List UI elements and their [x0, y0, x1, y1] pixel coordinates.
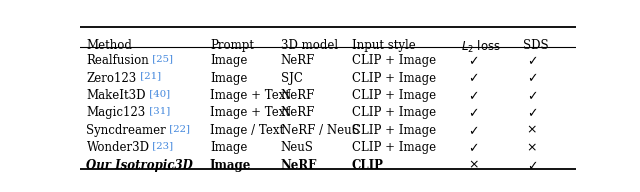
Text: $\checkmark$: $\checkmark$ — [468, 54, 479, 67]
Text: Wonder3D: Wonder3D — [86, 141, 150, 154]
Text: $\checkmark$: $\checkmark$ — [468, 124, 479, 137]
Text: CLIP + Image: CLIP + Image — [352, 141, 436, 154]
Text: $\times$: $\times$ — [527, 141, 537, 154]
Text: Our Isotropic3D: Our Isotropic3D — [86, 159, 193, 172]
Text: $\checkmark$: $\checkmark$ — [527, 89, 537, 102]
Text: CLIP + Image: CLIP + Image — [352, 72, 436, 84]
Text: [25]: [25] — [149, 54, 173, 63]
Text: Image / Text: Image / Text — [210, 124, 284, 137]
Text: SJC: SJC — [281, 72, 303, 84]
Text: [22]: [22] — [166, 124, 190, 133]
Text: Image + Text: Image + Text — [210, 106, 290, 119]
Text: CLIP: CLIP — [352, 159, 384, 172]
Text: $\checkmark$: $\checkmark$ — [468, 72, 479, 84]
Text: NeRF: NeRF — [281, 106, 316, 119]
Text: CLIP + Image: CLIP + Image — [352, 54, 436, 67]
Text: $\checkmark$: $\checkmark$ — [527, 72, 537, 84]
Text: CLIP + Image: CLIP + Image — [352, 106, 436, 119]
Text: SDS: SDS — [523, 39, 548, 52]
Text: [31]: [31] — [146, 106, 170, 115]
Text: $\checkmark$: $\checkmark$ — [527, 54, 537, 67]
Text: $\checkmark$: $\checkmark$ — [527, 106, 537, 119]
Text: NeRF: NeRF — [281, 89, 316, 102]
Text: $\checkmark$: $\checkmark$ — [468, 141, 479, 154]
Text: NeuS: NeuS — [281, 141, 314, 154]
Text: Method: Method — [86, 39, 132, 52]
Text: Prompt: Prompt — [210, 39, 254, 52]
Text: Realfusion: Realfusion — [86, 54, 149, 67]
Text: $\checkmark$: $\checkmark$ — [527, 159, 537, 172]
Text: Image: Image — [210, 159, 252, 172]
Text: Image: Image — [210, 72, 247, 84]
Text: CLIP + Image: CLIP + Image — [352, 124, 436, 137]
Text: NeRF: NeRF — [281, 54, 316, 67]
Text: CLIP + Image: CLIP + Image — [352, 89, 436, 102]
Text: Input style: Input style — [352, 39, 415, 52]
Text: $\checkmark$: $\checkmark$ — [468, 89, 479, 102]
Text: $\times$: $\times$ — [468, 159, 479, 172]
Text: NeRF / NeuS: NeRF / NeuS — [281, 124, 360, 137]
Text: NeRF: NeRF — [281, 159, 317, 172]
Text: Image + Text: Image + Text — [210, 89, 290, 102]
Text: $\checkmark$: $\checkmark$ — [468, 106, 479, 119]
Text: $\times$: $\times$ — [527, 124, 537, 137]
Text: 3D model: 3D model — [281, 39, 338, 52]
Text: Image: Image — [210, 54, 247, 67]
Text: [40]: [40] — [146, 89, 170, 98]
Text: Image: Image — [210, 141, 247, 154]
Text: Zero123: Zero123 — [86, 72, 137, 84]
Text: MakeIt3D: MakeIt3D — [86, 89, 146, 102]
Text: Syncdreamer: Syncdreamer — [86, 124, 166, 137]
Text: Magic123: Magic123 — [86, 106, 146, 119]
Text: $L_2$ loss: $L_2$ loss — [461, 39, 501, 55]
Text: [21]: [21] — [137, 72, 161, 80]
Text: [23]: [23] — [150, 141, 173, 150]
